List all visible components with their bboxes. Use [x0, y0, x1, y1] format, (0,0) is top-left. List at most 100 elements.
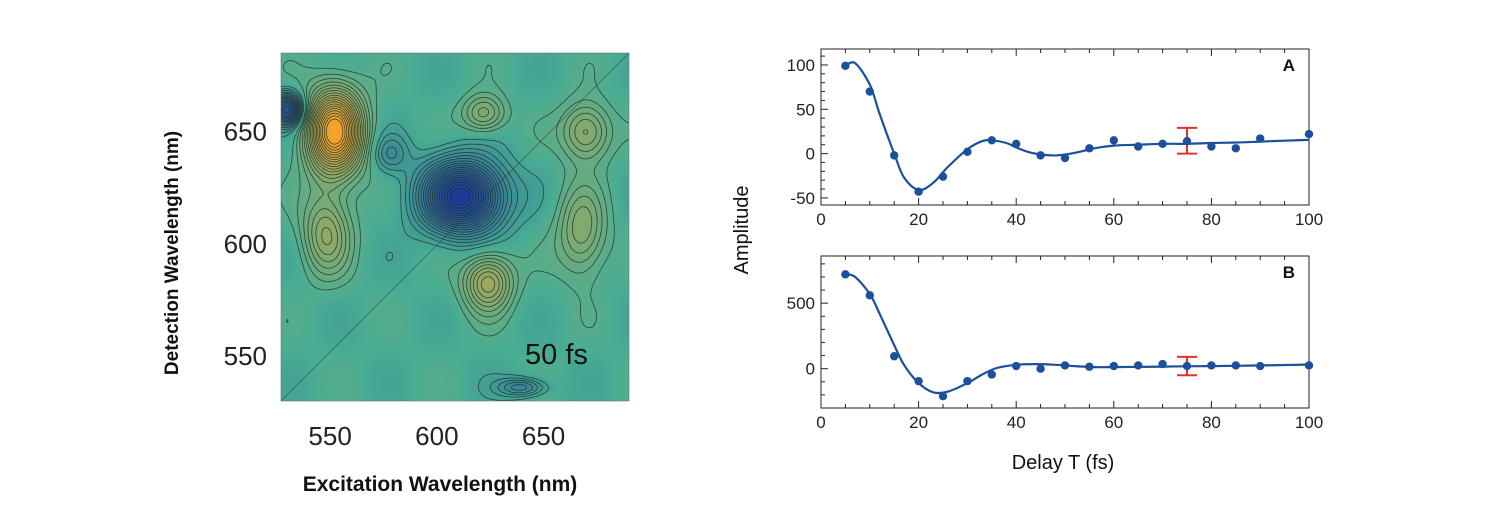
data-point: [1109, 136, 1119, 145]
x-tick-label: 40: [1007, 413, 1026, 432]
contour-level: [307, 90, 500, 299]
contour-level: [281, 100, 491, 224]
data-point: [1109, 361, 1119, 371]
contour-level: [281, 98, 496, 229]
contour-level: [305, 87, 588, 303]
data-point: [1207, 142, 1216, 151]
data-point: [1158, 139, 1167, 149]
heatmap-xtick-label: 650: [522, 421, 565, 451]
contour-level: [281, 91, 533, 394]
heatmap-panel: 50 fs 550 600 650 550 600 650 Excitation Wave…: [162, 52, 630, 496]
time-annotation: 50 fs: [525, 339, 588, 371]
x-tick-label: 100: [1295, 413, 1323, 432]
data-point: [938, 392, 948, 401]
shared-ylabel: Amplitude: [731, 186, 753, 275]
contour-level: [281, 103, 487, 220]
contour-level: [323, 115, 346, 148]
shared-xlabel: Delay T (fs): [1012, 452, 1115, 474]
data-point: [890, 352, 899, 361]
contour-level: [281, 99, 494, 226]
heatmap-xlabel: Excitation Wavelength (nm): [303, 473, 578, 496]
heatmap-ytick-label: 600: [224, 229, 267, 259]
contour-level: [281, 88, 543, 398]
y-tick-label: 50: [796, 100, 815, 119]
contour-level: [296, 73, 614, 325]
contour-level: [441, 179, 480, 214]
contour-level: [299, 78, 607, 318]
contour-level: [281, 85, 549, 401]
data-point: [987, 370, 996, 379]
data-point: [963, 376, 972, 386]
data-point: [890, 151, 899, 160]
y-tick-label: 500: [787, 294, 815, 313]
data-point: [865, 87, 874, 96]
data-point: [1085, 144, 1094, 153]
contour-lines: [281, 60, 629, 401]
panel-b: 0 20 40 60 80 100 0 500 B: [787, 255, 1323, 432]
contour-level: [322, 112, 348, 151]
contour-level: [303, 84, 597, 308]
data-point: [914, 376, 923, 386]
heatmap-image-group: [281, 53, 629, 401]
contour-level: [313, 99, 357, 165]
contour-level: [281, 94, 505, 235]
contour-level: [281, 60, 629, 337]
x-tick-label: 80: [1202, 413, 1221, 432]
x-tick-label: 20: [909, 210, 928, 229]
contour-level: [311, 97, 358, 167]
contour-level: [315, 103, 354, 160]
data-point: [1134, 142, 1143, 151]
data-point: [914, 187, 923, 196]
data-point: [865, 291, 874, 300]
contour-level: [450, 187, 470, 206]
data-point: [1060, 361, 1070, 370]
contour-level: [283, 105, 485, 218]
fit-curve: [844, 61, 1310, 192]
contour-level: [310, 94, 360, 170]
heatmap-ytick-label: 650: [224, 117, 267, 147]
heatmap-tick-labels: 550 600 650 550 600 650: [224, 117, 566, 451]
contour-level: [446, 184, 474, 209]
data-point: [1085, 362, 1094, 371]
data-point: [841, 270, 850, 279]
contour-level: [438, 177, 482, 216]
x-tick-label: 60: [1104, 210, 1123, 229]
x-tick-label: 60: [1104, 413, 1123, 432]
data-point: [1256, 361, 1265, 371]
data-point: [1231, 144, 1241, 153]
y-tick-label: -50: [790, 189, 815, 208]
data-point: [1182, 136, 1192, 146]
data-point: [1036, 151, 1045, 160]
x-tick-label: 0: [816, 210, 825, 229]
x-tick-label: 20: [909, 413, 928, 432]
data-point: [1012, 361, 1021, 371]
x-tick-label: 100: [1295, 210, 1323, 229]
data-point: [1231, 361, 1241, 370]
contour-level: [281, 96, 499, 231]
heatmap-ylabel: Detection Wavelength (nm): [162, 131, 183, 375]
heatmap-xtick-label: 550: [308, 421, 351, 451]
contour-level: [308, 92, 496, 293]
data-point: [841, 61, 850, 71]
y-tick-label: 0: [806, 145, 815, 164]
panel-label: B: [1283, 263, 1295, 282]
data-point: [1012, 139, 1021, 149]
contour-level: [281, 95, 502, 233]
data-point: [1036, 364, 1045, 373]
data-point: [938, 172, 948, 181]
contour-level: [443, 181, 477, 212]
y-tick-label: 100: [787, 56, 815, 75]
contour-level: [281, 102, 489, 222]
x-tick-label: 40: [1007, 210, 1026, 229]
panel-frame: [820, 255, 1310, 409]
y-tick-label: 0: [806, 360, 815, 379]
contour-level: [325, 118, 344, 145]
data-point: [1207, 361, 1216, 370]
heatmap-xtick-label: 600: [415, 421, 458, 451]
contour-level: [301, 81, 602, 312]
data-point: [987, 136, 996, 145]
contour-level: [320, 110, 349, 154]
data-point: [1134, 361, 1143, 370]
heatmap-ytick-label: 550: [224, 341, 267, 371]
